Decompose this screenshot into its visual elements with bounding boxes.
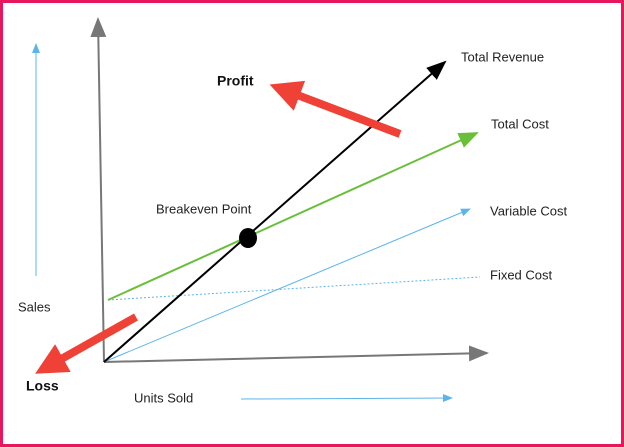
variable-cost-label: Variable Cost: [490, 203, 567, 218]
loss-arrow: [35, 313, 138, 374]
variable-cost-line: [103, 208, 471, 363]
profit-arrow: [269, 80, 402, 138]
loss-label: Loss: [26, 378, 59, 394]
total-cost-line: [107, 132, 479, 301]
total-revenue-line: [103, 60, 447, 363]
profit-label: Profit: [217, 73, 254, 89]
fixed-cost-label: Fixed Cost: [490, 267, 553, 282]
sales-label: Sales: [18, 299, 51, 314]
breakeven-label: Breakeven Point: [156, 201, 252, 216]
units-arrow: [240, 394, 453, 403]
y-axis: [90, 17, 107, 363]
x-axis: [103, 345, 489, 363]
breakeven-point: [239, 228, 257, 248]
total-cost-label: Total Cost: [491, 116, 549, 131]
units-sold-label: Units Sold: [134, 390, 193, 405]
total-revenue-label: Total Revenue: [461, 49, 544, 64]
